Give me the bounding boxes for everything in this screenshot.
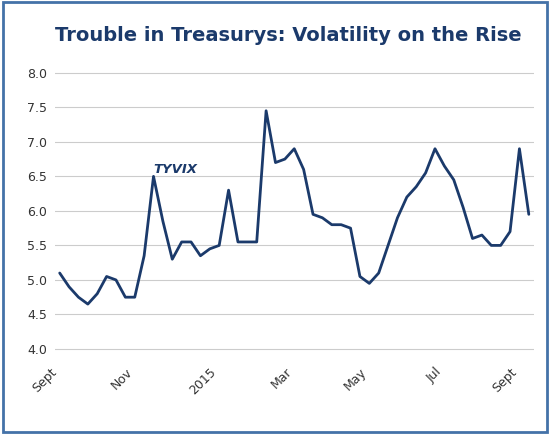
Text: Trouble in Treasurys: Volatility on the Rise: Trouble in Treasurys: Volatility on the … bbox=[55, 26, 521, 45]
Text: TYVIX: TYVIX bbox=[153, 163, 197, 176]
